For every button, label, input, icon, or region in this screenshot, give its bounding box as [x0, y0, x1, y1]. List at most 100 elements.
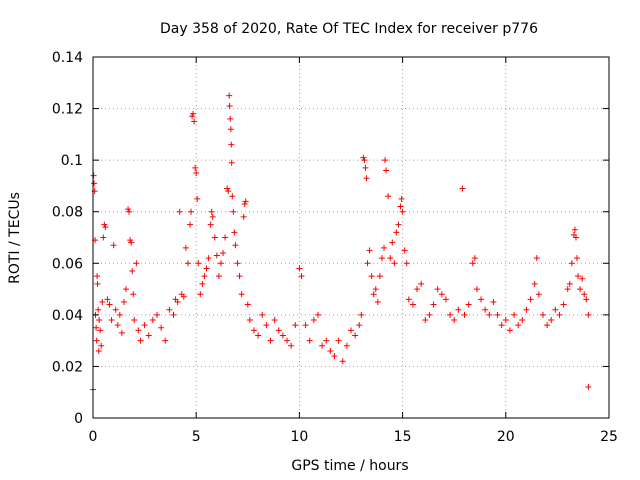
data-point [486, 311, 493, 318]
data-point [110, 242, 117, 249]
data-point [98, 342, 105, 349]
data-point [209, 213, 216, 220]
data-point [327, 347, 334, 354]
data-point [438, 291, 445, 298]
data-point [544, 322, 551, 329]
data-point [426, 311, 433, 318]
data-point [451, 317, 458, 324]
data-point [224, 185, 231, 192]
y-tick-label: 0.02 [52, 359, 83, 375]
data-point [232, 242, 239, 249]
data-point [95, 347, 102, 354]
data-point [191, 118, 198, 125]
data-point [137, 337, 144, 344]
data-point [153, 311, 160, 318]
data-point [125, 206, 132, 213]
data-point [227, 115, 234, 122]
data-point [194, 195, 201, 202]
data-point [199, 280, 206, 287]
data-point [366, 247, 373, 254]
data-point [358, 311, 365, 318]
data-point [207, 221, 214, 228]
data-point [348, 327, 354, 334]
data-point [263, 322, 270, 329]
data-point [205, 255, 212, 262]
data-point [234, 260, 241, 267]
y-tick-label: 0.14 [52, 50, 83, 66]
data-point [494, 311, 501, 318]
data-point [100, 234, 107, 241]
data-point [360, 154, 367, 161]
data-point [99, 298, 106, 305]
data-point [101, 221, 108, 228]
data-point [382, 157, 389, 164]
data-point [123, 286, 130, 293]
data-point [393, 229, 400, 236]
data-point [215, 273, 222, 280]
data-point [195, 260, 202, 267]
data-point [104, 296, 111, 303]
data-point [397, 203, 404, 210]
data-point [422, 317, 429, 324]
y-tick-label: 0.12 [52, 102, 83, 118]
data-point [176, 208, 183, 215]
data-point [208, 208, 215, 215]
data-point [226, 102, 233, 109]
data-point [314, 311, 321, 318]
data-point [552, 306, 559, 313]
data-points [90, 92, 592, 393]
data-point [374, 298, 381, 305]
data-point [118, 329, 125, 336]
y-tick-label: 0.1 [61, 153, 83, 169]
data-point [162, 337, 169, 344]
data-point [238, 291, 245, 298]
data-point [434, 286, 441, 293]
data-point [127, 237, 134, 244]
data-point [498, 322, 505, 329]
data-point [90, 172, 97, 179]
data-point [519, 317, 526, 324]
data-point [229, 193, 236, 200]
y-tick-label: 0.06 [52, 256, 83, 272]
x-axis-title: GPS time / hours [291, 458, 408, 474]
y-tick-label: 0 [74, 411, 83, 427]
data-point [203, 265, 210, 272]
data-point [515, 322, 522, 329]
data-point [398, 195, 405, 202]
data-point [581, 291, 588, 298]
chart-title: Day 358 of 2020, Rate Of TEC Index for r… [160, 21, 538, 37]
x-tick-label: 20 [497, 429, 515, 445]
data-point [568, 260, 575, 267]
data-point [226, 92, 233, 99]
data-point [236, 273, 243, 280]
data-point [255, 332, 262, 339]
gridlines [93, 57, 609, 418]
data-point [131, 317, 138, 324]
data-point [339, 358, 346, 365]
data-point [403, 260, 410, 267]
data-point [189, 113, 196, 120]
plot-frame [92, 56, 610, 419]
data-point [478, 296, 485, 303]
data-point [222, 234, 229, 241]
data-point [298, 273, 305, 280]
data-point [240, 213, 247, 220]
data-point [352, 332, 359, 339]
x-tick-label: 25 [600, 429, 618, 445]
data-point [112, 306, 119, 313]
data-point [244, 301, 251, 308]
data-point [182, 244, 189, 251]
data-point [217, 260, 224, 267]
data-point [533, 255, 540, 262]
data-point [192, 164, 199, 171]
data-point [259, 311, 266, 318]
data-point [170, 311, 177, 318]
data-point [91, 180, 98, 187]
data-point [296, 265, 303, 272]
data-point [211, 234, 218, 241]
data-point [106, 301, 113, 308]
data-point [228, 141, 235, 148]
data-point [560, 301, 567, 308]
data-point [331, 353, 338, 360]
data-point [531, 280, 538, 287]
